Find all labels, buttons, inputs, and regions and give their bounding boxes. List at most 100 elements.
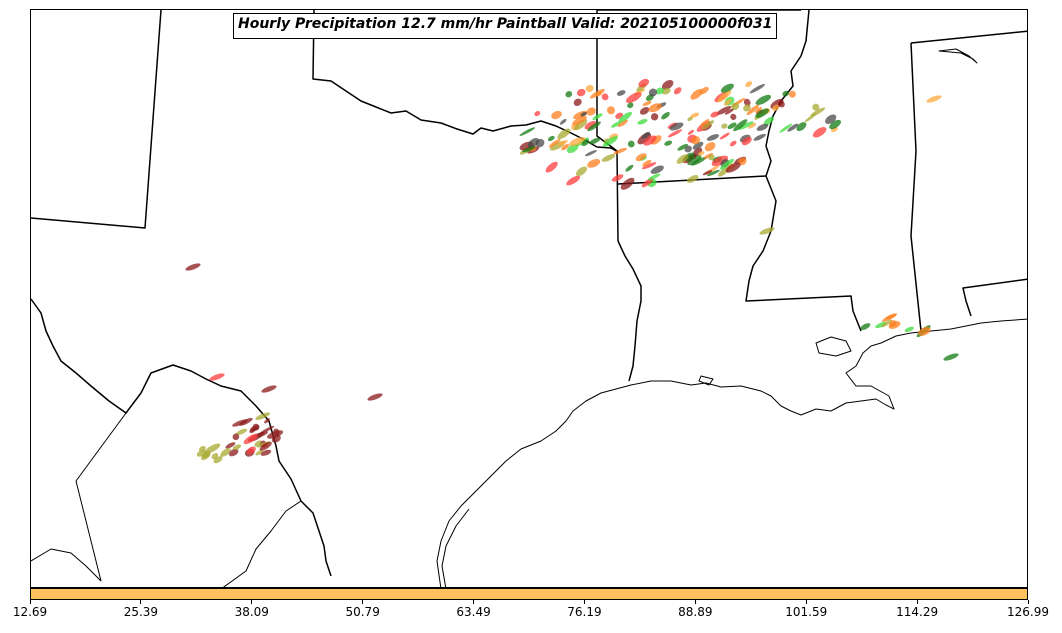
precip-blob (587, 121, 601, 132)
precip-blob (796, 122, 807, 132)
mobile-bay (938, 48, 978, 64)
ms-al-border (910, 42, 922, 332)
precip-blob (584, 150, 597, 157)
tx-ok-red-river (312, 10, 619, 153)
precip-blob (643, 135, 657, 146)
precip-blob (601, 153, 616, 162)
precip-blob (812, 127, 827, 138)
precip-blob (684, 145, 692, 153)
precip-blob (829, 119, 842, 130)
precip-blob (589, 137, 601, 145)
precip-blob (692, 141, 704, 150)
precip-blob (904, 326, 915, 333)
precip-blob (729, 140, 737, 147)
precip-blob (717, 90, 732, 103)
precip-blob (642, 159, 652, 167)
precip-blob (236, 428, 248, 436)
colorbar-tick (1027, 600, 1029, 604)
precip-blob (706, 134, 720, 141)
precip-blob (731, 102, 740, 111)
precip-blob (201, 453, 211, 460)
colorbar-tick-label: 88.89 (678, 605, 713, 619)
precip-blob (943, 353, 959, 361)
precip-blob (611, 121, 621, 128)
precip-blob (743, 104, 751, 112)
precip-blob (667, 129, 683, 138)
colorbar-tick (916, 600, 918, 604)
precip-blob (581, 139, 590, 147)
precip-blob (198, 445, 206, 452)
precip-blob (648, 88, 658, 97)
precip-blob (738, 121, 754, 130)
mississippi-river (745, 10, 862, 332)
precip-blob (755, 106, 762, 113)
precip-blob (745, 81, 753, 88)
state-borders (31, 10, 1027, 587)
precip-blob (655, 87, 664, 95)
precip-blob (611, 174, 624, 182)
precip-blob (738, 157, 747, 166)
precip-blob (616, 90, 626, 96)
precip-blob (642, 101, 652, 106)
precip-blob (704, 142, 716, 152)
precip-blob (557, 128, 571, 140)
precip-blob (748, 122, 757, 129)
colorbar-tick (29, 600, 31, 604)
precip-blob (725, 162, 741, 173)
precip-blob (561, 143, 570, 151)
precip-blob (534, 111, 541, 117)
precip-blob (635, 153, 647, 162)
precip-blob (677, 143, 689, 151)
precip-blob (687, 116, 693, 122)
precip-blob (702, 170, 713, 176)
precip-blob (566, 143, 579, 154)
precip-blob (232, 419, 248, 427)
precip-blob (788, 90, 796, 98)
precip-blob (602, 136, 618, 147)
precip-blob (243, 433, 258, 445)
precip-blob (566, 175, 581, 186)
precip-blob (885, 313, 898, 320)
precip-blob (625, 92, 642, 103)
la-bay-1 (698, 375, 714, 386)
precip-blob (804, 113, 817, 123)
precip-blob (661, 80, 674, 90)
precip-blob (687, 129, 695, 135)
precip-blob (613, 147, 627, 155)
precip-blob (749, 83, 766, 94)
al-ga-border (910, 30, 1027, 44)
colorbar-tick-label: 50.79 (345, 605, 380, 619)
precip-blob (787, 123, 799, 132)
coastline (436, 48, 1027, 587)
precip-blob (721, 123, 728, 129)
precip-blob (812, 103, 820, 111)
precip-blob (676, 154, 689, 164)
precip-blob (650, 165, 664, 174)
precip-blob (232, 444, 242, 450)
precip-blob (753, 133, 766, 141)
precip-blob (719, 132, 730, 140)
precip-blob (225, 442, 236, 449)
precip-blob (690, 112, 700, 118)
precip-blob (527, 137, 539, 148)
precip-blob (576, 88, 586, 97)
precip-blob (627, 140, 635, 148)
al-fl-border (962, 278, 1027, 317)
precip-blob (706, 169, 720, 177)
precip-blob (572, 116, 588, 126)
lake-ponchartrain (815, 336, 852, 357)
precip-blob (255, 431, 268, 438)
precip-blob (881, 319, 893, 328)
precip-blob (589, 88, 605, 99)
precip-blob (650, 113, 659, 121)
precip-blob (575, 166, 588, 177)
precip-blob (627, 102, 634, 109)
precip-blob (273, 428, 280, 436)
precip-blob (586, 107, 596, 116)
precip-blob (522, 146, 536, 153)
precip-blob (673, 87, 682, 95)
precip-blob (701, 120, 715, 130)
precip-blob (211, 453, 219, 460)
precip-blob (641, 178, 654, 188)
precip-blob (547, 135, 555, 142)
